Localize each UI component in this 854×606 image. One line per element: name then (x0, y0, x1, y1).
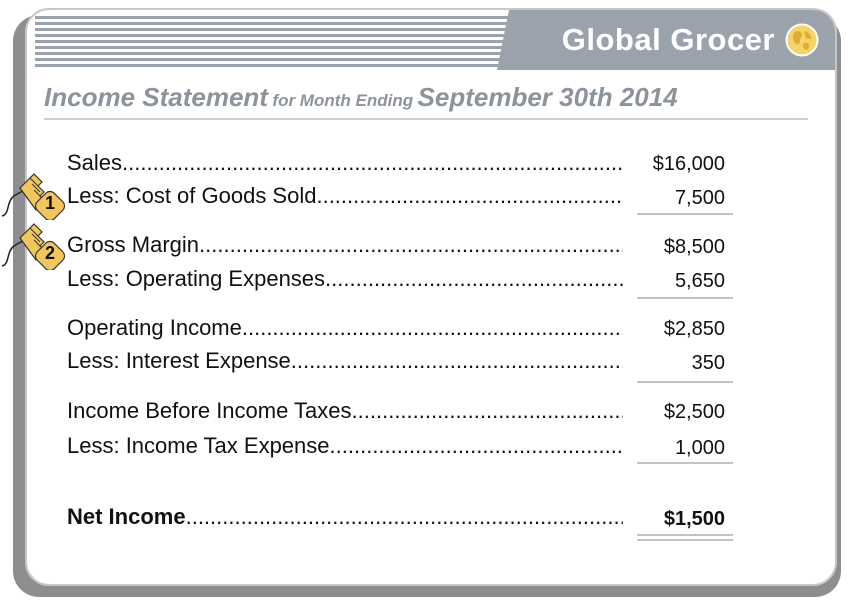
statement-card: Global Grocer Income Statement for Month… (25, 8, 837, 586)
total-double-underline (637, 539, 733, 541)
row-label: Income Before Income Taxes (67, 398, 352, 423)
value-income-before-taxes: $2,500 (663, 401, 725, 423)
row-sales: Sales...................................… (67, 150, 623, 175)
title-qualifier: for Month Ending (272, 91, 414, 110)
row-label: Gross Margin (67, 232, 200, 257)
marker-number: 1 (44, 193, 55, 213)
row-net-income: Net Income..............................… (67, 504, 623, 529)
row-label: Sales (67, 150, 123, 175)
header-bar (35, 10, 835, 70)
row-label: Less: Income Tax Expense (67, 433, 330, 458)
brand-name: Global Grocer (561, 22, 775, 57)
subtotal-underline (637, 297, 733, 299)
marker-2: 2 (0, 222, 70, 275)
row-label: Less: Operating Expenses (67, 266, 326, 291)
subtotal-underline (637, 381, 733, 383)
value-operating-income: $2,850 (663, 318, 725, 340)
title-divider (44, 118, 808, 120)
brand: Global Grocer (562, 22, 819, 58)
value-operating-expenses: 5,650 (674, 270, 725, 292)
subtotal-underline (637, 213, 733, 215)
value-gross-margin: $8,500 (663, 236, 725, 258)
value-cogs: 7,500 (674, 187, 725, 209)
hand-cursor-icon (1, 223, 66, 272)
row-gross-margin: Gross Margin............................… (67, 232, 623, 257)
row-operating-income: Operating Income........................… (67, 315, 623, 340)
row-operating-expenses: Less: Operating Expenses................… (67, 266, 623, 291)
value-interest-expense: 350 (691, 352, 725, 374)
value-income-tax-expense: 1,000 (674, 437, 725, 459)
row-interest-expense: Less: Interest Expense..................… (67, 348, 623, 373)
value-sales: $16,000 (652, 153, 725, 175)
row-cogs: Less: Cost of Goods Sold................… (67, 183, 623, 208)
hand-cursor-icon (1, 173, 66, 222)
marker-number: 2 (44, 243, 55, 263)
title-date: September 30th 2014 (417, 82, 678, 112)
row-label: Less: Interest Expense (67, 348, 291, 373)
row-label: Net Income (67, 504, 186, 529)
globe-icon (785, 23, 819, 57)
row-income-before-taxes: Income Before Income Taxes..............… (67, 398, 623, 423)
total-double-underline (637, 534, 733, 536)
value-net-income: $1,500 (663, 508, 725, 530)
row-income-tax-expense: Less: Income Tax Expense................… (67, 433, 623, 458)
title-main: Income Statement (44, 82, 268, 112)
marker-1: 1 (0, 172, 70, 225)
statement-title: Income Statement for Month Ending Septem… (44, 82, 678, 113)
row-label: Operating Income (67, 315, 242, 340)
row-label: Less: Cost of Goods Sold (67, 183, 317, 208)
subtotal-underline (637, 462, 733, 464)
